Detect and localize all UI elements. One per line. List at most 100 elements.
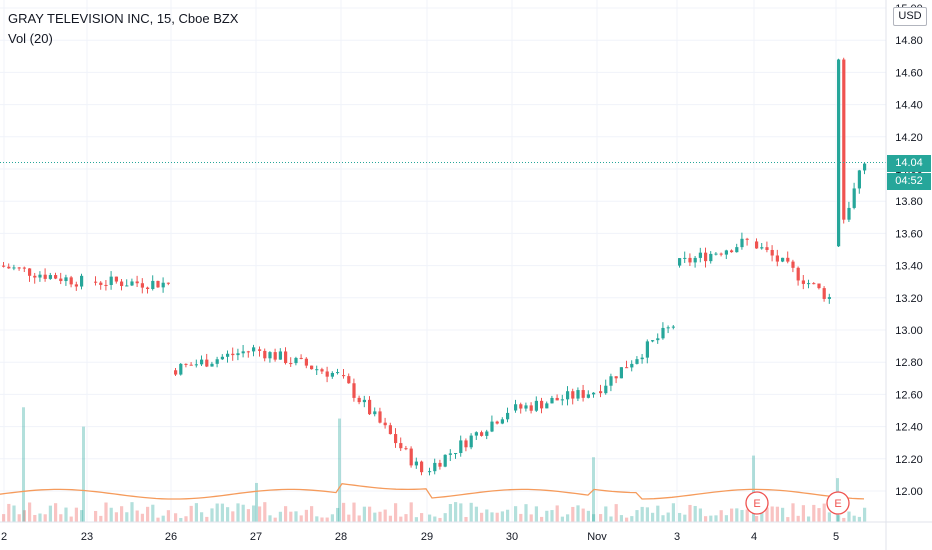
volume-bar: [704, 516, 708, 522]
volume-bar: [863, 507, 867, 522]
time-tick-label: 28: [335, 531, 347, 543]
candle-body: [550, 397, 554, 404]
candle-body: [156, 280, 160, 288]
candle-body: [619, 367, 623, 379]
volume-bar: [373, 512, 377, 522]
candle-body: [709, 253, 713, 262]
volume-bar: [80, 510, 84, 522]
candle-body: [135, 281, 139, 284]
volume-bar: [383, 509, 387, 522]
volume-bar: [252, 505, 256, 522]
candle-body: [635, 359, 639, 364]
volume-bar: [500, 511, 504, 522]
volume-indicator-label[interactable]: Vol (20): [8, 31, 53, 46]
price-tick-label: 13.60: [895, 228, 923, 240]
volume-bar: [576, 505, 580, 522]
candle-body: [698, 252, 702, 258]
candle-body: [529, 405, 533, 411]
candle-body: [745, 238, 749, 240]
volume-bar: [571, 506, 575, 522]
candle-body: [414, 461, 418, 466]
candle-body: [740, 238, 744, 248]
time-tick-label: 2: [1, 531, 7, 543]
candle-body: [714, 253, 718, 255]
currency-button[interactable]: USD: [893, 7, 927, 26]
volume-bar-spike: [82, 426, 85, 522]
candle-body: [625, 367, 629, 369]
volume-bar: [268, 515, 272, 522]
volume-bar: [241, 504, 245, 522]
candle-body: [807, 283, 811, 285]
candle-body: [464, 440, 468, 448]
volume-bar: [420, 513, 424, 522]
candle-body: [284, 351, 288, 364]
time-tick-label: 30: [506, 531, 518, 543]
volume-bar: [755, 516, 759, 522]
earnings-marker[interactable]: [826, 491, 850, 515]
volume-bar: [125, 512, 129, 522]
volume-bar: [724, 515, 728, 522]
volume-bar: [99, 515, 103, 522]
volume-bar: [847, 511, 851, 522]
volume-bar: [581, 508, 585, 522]
candle-body: [837, 59, 841, 247]
price-axis[interactable]: 12.00 12.20 12.40 12.60 12.80 13.00 13.20 13.40…: [895, 3, 923, 498]
volume-bar: [320, 517, 324, 522]
candle-body: [130, 281, 134, 286]
volume-bar: [330, 514, 334, 522]
volume-bar: [604, 506, 608, 522]
time-tick-label: 3: [674, 531, 680, 543]
volume-bar: [560, 516, 564, 522]
candle-body: [827, 297, 831, 299]
candle-body: [604, 385, 608, 394]
volume-bar: [514, 506, 518, 522]
volume-bar: [555, 505, 559, 522]
price-tick-label: 12.00: [895, 486, 923, 498]
volume-bar: [635, 510, 639, 522]
candle-body: [289, 363, 293, 365]
candle-body: [490, 421, 494, 432]
candle-body: [469, 435, 473, 448]
candle-body: [404, 448, 408, 450]
volume-bar: [464, 516, 468, 522]
volume-bar: [656, 505, 660, 522]
volume-bar: [474, 506, 478, 522]
candle-body: [645, 341, 649, 358]
candle-body: [576, 390, 580, 399]
volume-bar: [661, 515, 665, 522]
volume-bar: [394, 503, 398, 522]
volume-bar: [294, 511, 298, 522]
time-tick-label: 29: [421, 531, 433, 543]
candle-body: [231, 353, 235, 356]
candle-body: [666, 327, 670, 329]
volume-bar: [174, 513, 178, 522]
symbol-title[interactable]: GRAY TELEVISION INC, 15, Cboe BZX: [8, 11, 239, 26]
candle-body: [781, 257, 785, 262]
volume-bar: [33, 514, 37, 522]
candle-body: [99, 282, 103, 285]
volume-bar: [362, 506, 366, 522]
candle-body: [383, 422, 387, 426]
candle-body: [791, 261, 795, 268]
volume-bar: [347, 514, 351, 522]
volume-bar: [625, 517, 629, 522]
volume-bar: [614, 504, 618, 522]
candle-body: [54, 275, 58, 279]
volume-bar: [399, 516, 403, 522]
last-price-badge: 14.04: [887, 154, 931, 172]
volume-bar: [645, 507, 649, 522]
time-axis[interactable]: 2 23 26 27 28 29 30 Nov 3 4 5: [1, 531, 839, 543]
volume-bar: [480, 512, 484, 522]
volume-bar: [693, 505, 697, 522]
volume-bar: [28, 502, 32, 522]
volume-bar: [433, 516, 437, 522]
candle-body: [304, 358, 308, 366]
price-tick-label: 14.60: [895, 67, 923, 79]
volume-bar: [258, 506, 262, 522]
candle-body: [847, 207, 851, 220]
candle-body: [812, 283, 816, 285]
volume-bar: [200, 512, 204, 522]
earnings-marker[interactable]: [745, 491, 769, 515]
